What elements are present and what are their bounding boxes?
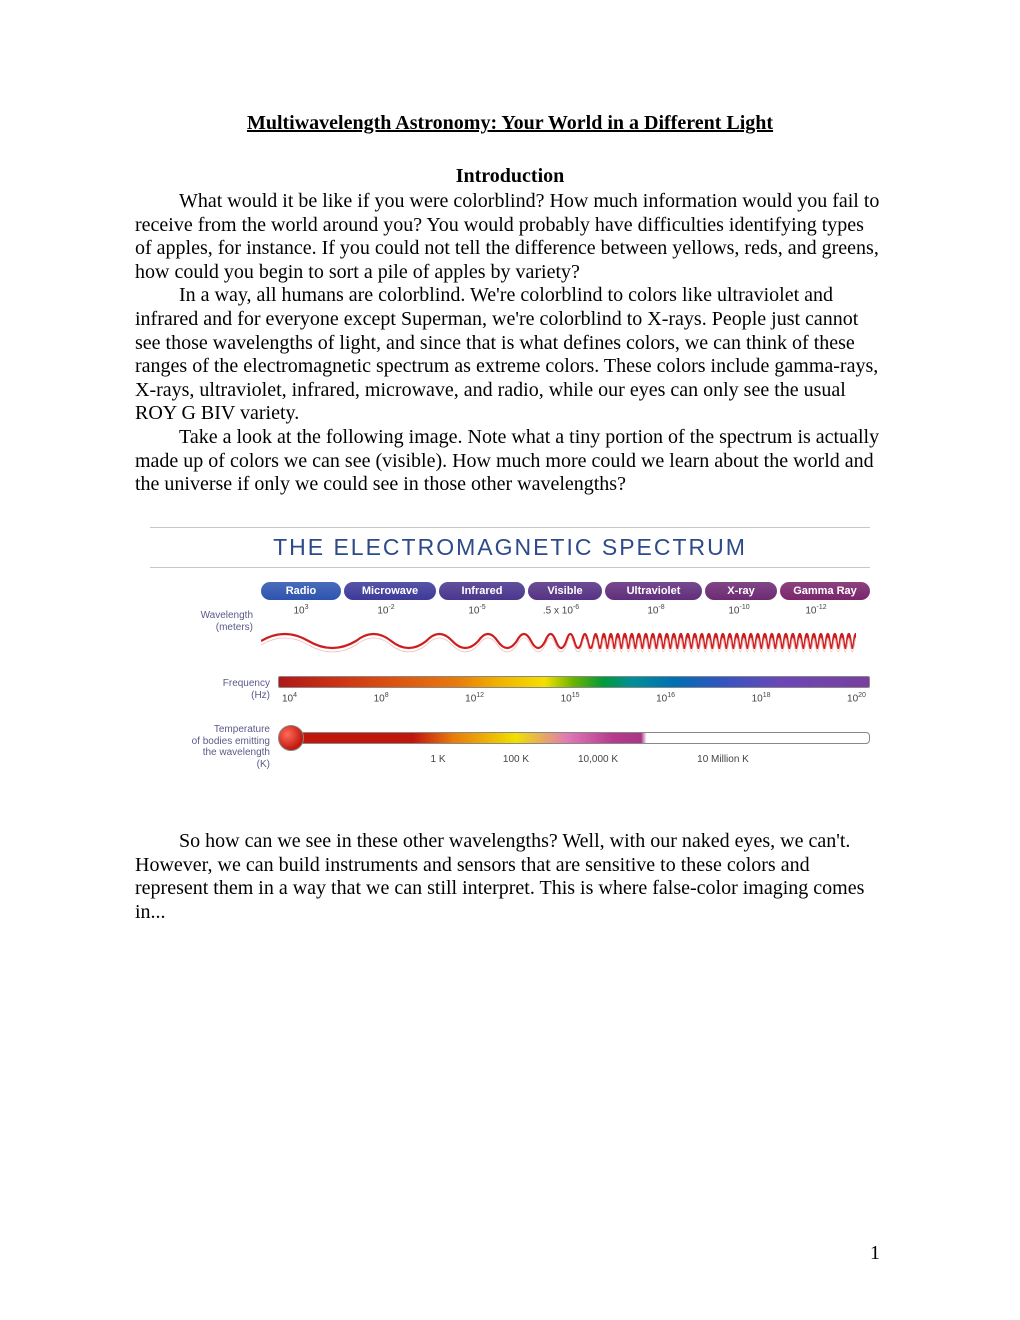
- temperature-tick: 100 K: [503, 754, 529, 765]
- band-pill: Microwave: [344, 582, 436, 600]
- wavelength-ticks: 103 10-2 10-5 .5 x 10-6 10-8 10-10 10-12: [261, 604, 870, 618]
- frequency-tick: 1015: [561, 692, 580, 704]
- band-pill: X-ray: [705, 582, 777, 600]
- temperature-ticks: 1 K 100 K 10,000 K 10 Million K: [278, 754, 870, 768]
- wavelength-tick: 10-10: [728, 604, 749, 616]
- frequency-tick: 104: [282, 692, 297, 704]
- temperature-tick: 10 Million K: [697, 754, 749, 765]
- wave-diagram: [261, 620, 856, 662]
- paragraph-2: In a way, all humans are colorblind. We'…: [135, 284, 885, 426]
- temperature-tick: 10,000 K: [578, 754, 618, 765]
- frequency-tick: 108: [374, 692, 389, 704]
- thermometer-bulb-icon: [278, 725, 304, 751]
- band-pill: Infrared: [439, 582, 525, 600]
- band-pill: Ultraviolet: [605, 582, 702, 600]
- wavelength-label: Wavelength(meters): [150, 610, 261, 633]
- frequency-tick: 1018: [752, 692, 771, 704]
- spectrum-title: THE ELECTROMAGNETIC SPECTRUM: [150, 527, 870, 568]
- paragraph-3: Take a look at the following image. Note…: [135, 426, 885, 497]
- paragraph-1: What would it be like if you were colorb…: [135, 190, 885, 284]
- band-pill: Radio: [261, 582, 341, 600]
- band-pill: Visible: [528, 582, 602, 600]
- section-heading: Introduction: [135, 165, 885, 188]
- wavelength-tick: .5 x 10-6: [543, 604, 579, 616]
- wavelength-tick: 10-5: [468, 604, 485, 616]
- frequency-tick: 1020: [847, 692, 866, 704]
- paragraph-4: So how can we see in these other wavelen…: [135, 830, 885, 924]
- band-pill: Gamma Ray: [780, 582, 870, 600]
- spectrum-figure: THE ELECTROMAGNETIC SPECTRUM Wavelength(…: [150, 527, 870, 770]
- temperature-label: Temperatureof bodies emittingthe wavelen…: [150, 724, 278, 770]
- wavelength-tick: 10-12: [805, 604, 826, 616]
- frequency-ticks: 104 108 1012 1015 1016 1018 1020: [278, 692, 870, 704]
- temperature-row: Temperatureof bodies emittingthe wavelen…: [150, 724, 870, 770]
- frequency-label: Frequency(Hz): [150, 678, 278, 701]
- frequency-tick: 1016: [656, 692, 675, 704]
- wavelength-tick: 10-2: [377, 604, 394, 616]
- document-title: Multiwavelength Astronomy: Your World in…: [135, 112, 885, 135]
- band-pills: RadioMicrowaveInfraredVisibleUltraviolet…: [261, 582, 870, 600]
- page: Multiwavelength Astronomy: Your World in…: [0, 0, 1020, 1320]
- temperature-tick: 1 K: [430, 754, 445, 765]
- wavelength-row: Wavelength(meters) RadioMicrowaveInfrare…: [150, 582, 870, 662]
- frequency-tick: 1012: [465, 692, 484, 704]
- temperature-bar: [298, 732, 870, 744]
- page-number: 1: [870, 1242, 880, 1265]
- wavelength-tick: 103: [293, 604, 308, 616]
- wavelength-tick: 10-8: [647, 604, 664, 616]
- frequency-bar: [278, 676, 870, 688]
- frequency-row: Frequency(Hz) 104 108 1012 1015 1016 1018 1020: [150, 676, 870, 704]
